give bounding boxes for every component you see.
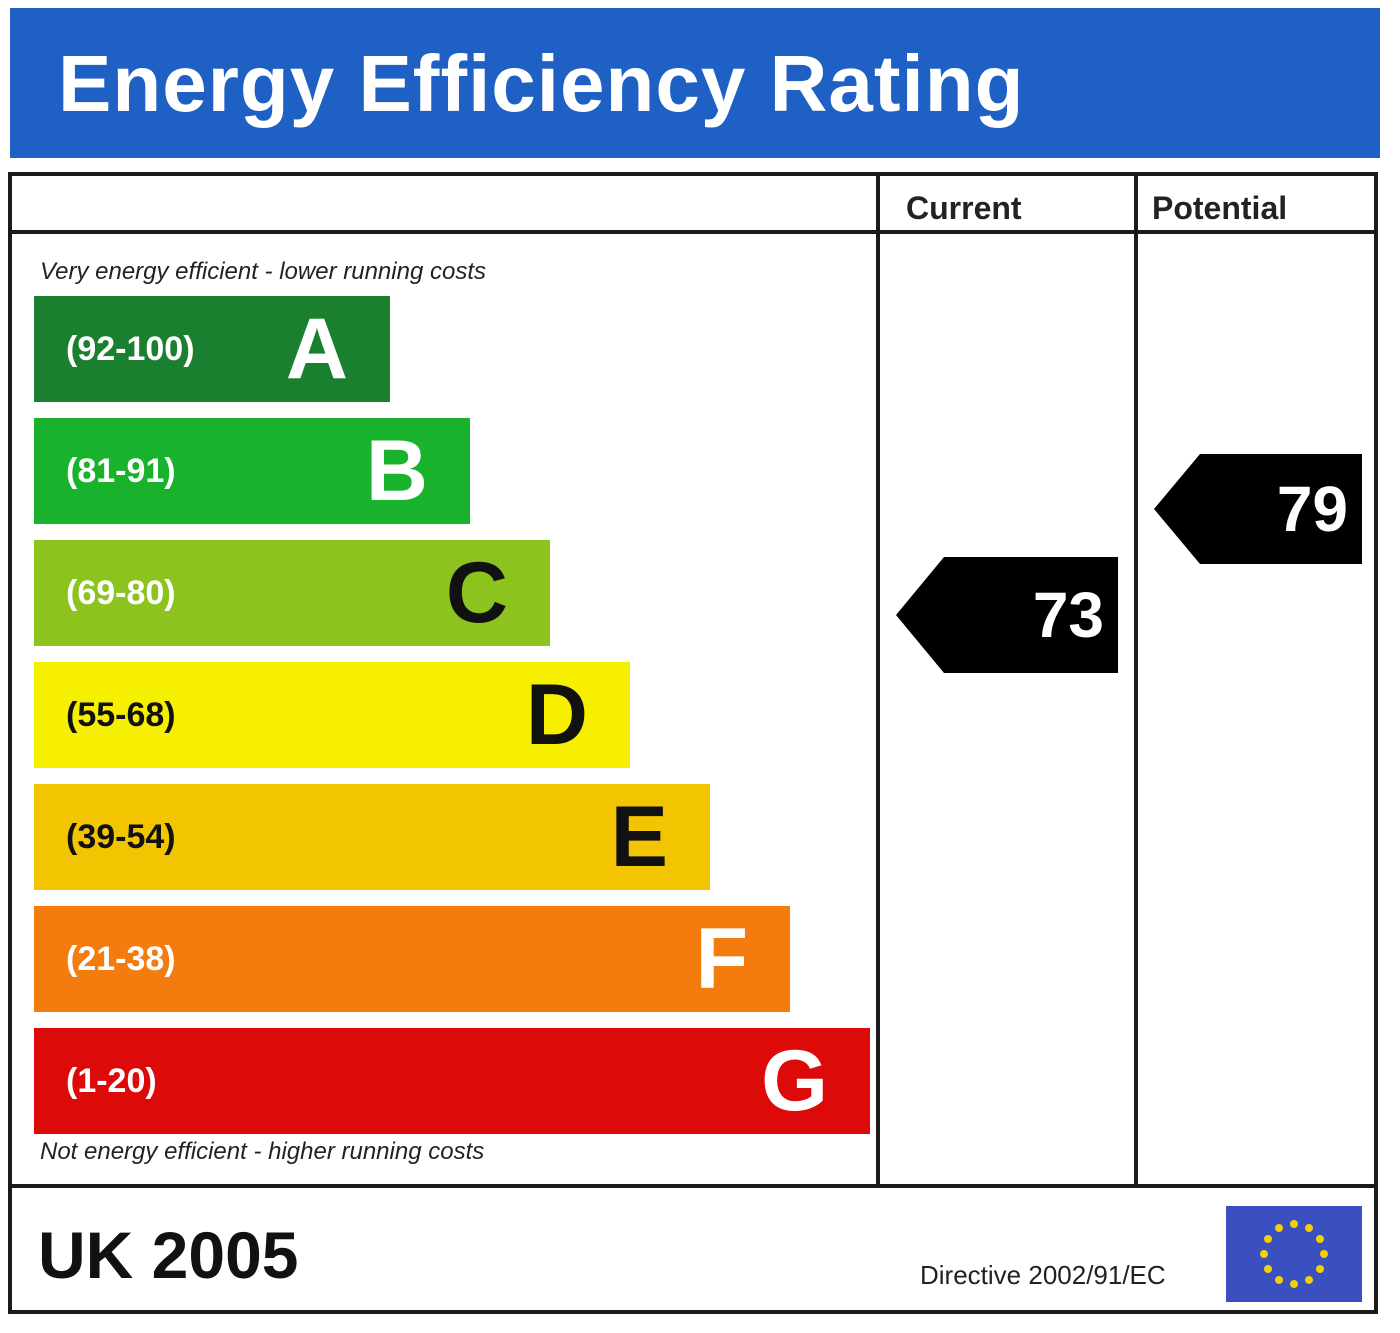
band-a: (92-100) A — [34, 296, 390, 402]
footer-divider — [8, 1184, 1378, 1188]
band-range-g: (1-20) — [66, 1062, 157, 1100]
eu-star — [1290, 1220, 1298, 1228]
potential-arrow-shape — [1154, 453, 1362, 564]
band-e: (39-54) E — [34, 784, 710, 890]
header-row-divider — [8, 230, 1378, 234]
current-column-header: Current — [906, 190, 1022, 226]
current-arrow-shape — [896, 557, 1118, 674]
band-letter-b: B — [365, 423, 428, 519]
directive-label: Directive 2002/91/EC — [920, 1260, 1166, 1290]
region-label: UK 2005 — [38, 1218, 299, 1292]
eu-star — [1320, 1250, 1328, 1258]
band-g: (1-20) G — [34, 1028, 870, 1134]
band-letter-c: C — [445, 545, 508, 641]
current-rating-arrow: 73 — [896, 557, 1118, 674]
eu-star — [1264, 1265, 1273, 1273]
eu-star — [1290, 1280, 1298, 1288]
current-column-divider — [876, 172, 880, 1188]
eu-star — [1305, 1224, 1313, 1233]
eu-star — [1315, 1235, 1324, 1243]
potential-column-header: Potential — [1152, 190, 1288, 226]
bottom-note: Not energy efficient - higher running co… — [40, 1138, 485, 1165]
band-letter-f: F — [695, 911, 748, 1007]
potential-rating-arrow: 79 — [1154, 453, 1362, 564]
band-range-b: (81-91) — [66, 452, 176, 490]
current-rating-value: 73 — [1032, 579, 1104, 652]
potential-column-divider — [1134, 172, 1138, 1188]
eu-star — [1264, 1235, 1273, 1243]
band-range-e: (39-54) — [66, 818, 176, 856]
band-letter-a: A — [285, 301, 348, 397]
band-f: (21-38) F — [34, 906, 790, 1012]
top-note: Very energy efficient - lower running co… — [40, 258, 486, 285]
band-d: (55-68) D — [34, 662, 630, 768]
band-range-a: (92-100) — [66, 330, 195, 368]
potential-rating-value: 79 — [1276, 472, 1348, 545]
band-range-d: (55-68) — [66, 696, 176, 734]
eu-stars-icon — [1260, 1220, 1328, 1288]
eu-flag-icon — [1226, 1206, 1362, 1302]
header-bar: Energy Efficiency Rating — [10, 8, 1380, 158]
band-letter-e: E — [610, 789, 668, 885]
eu-star — [1275, 1275, 1283, 1284]
band-range-f: (21-38) — [66, 940, 176, 978]
band-range-c: (69-80) — [66, 574, 176, 612]
band-b: (81-91) B — [34, 418, 470, 524]
band-letter-d: D — [525, 667, 588, 763]
band-c: (69-80) C — [34, 540, 550, 646]
rating-frame — [8, 172, 1378, 1314]
band-letter-g: G — [761, 1033, 828, 1129]
eu-star — [1305, 1275, 1313, 1284]
page-title: Energy Efficiency Rating — [58, 39, 1025, 128]
eu-star — [1275, 1224, 1283, 1233]
eu-star — [1315, 1265, 1324, 1273]
eu-star — [1260, 1250, 1268, 1258]
